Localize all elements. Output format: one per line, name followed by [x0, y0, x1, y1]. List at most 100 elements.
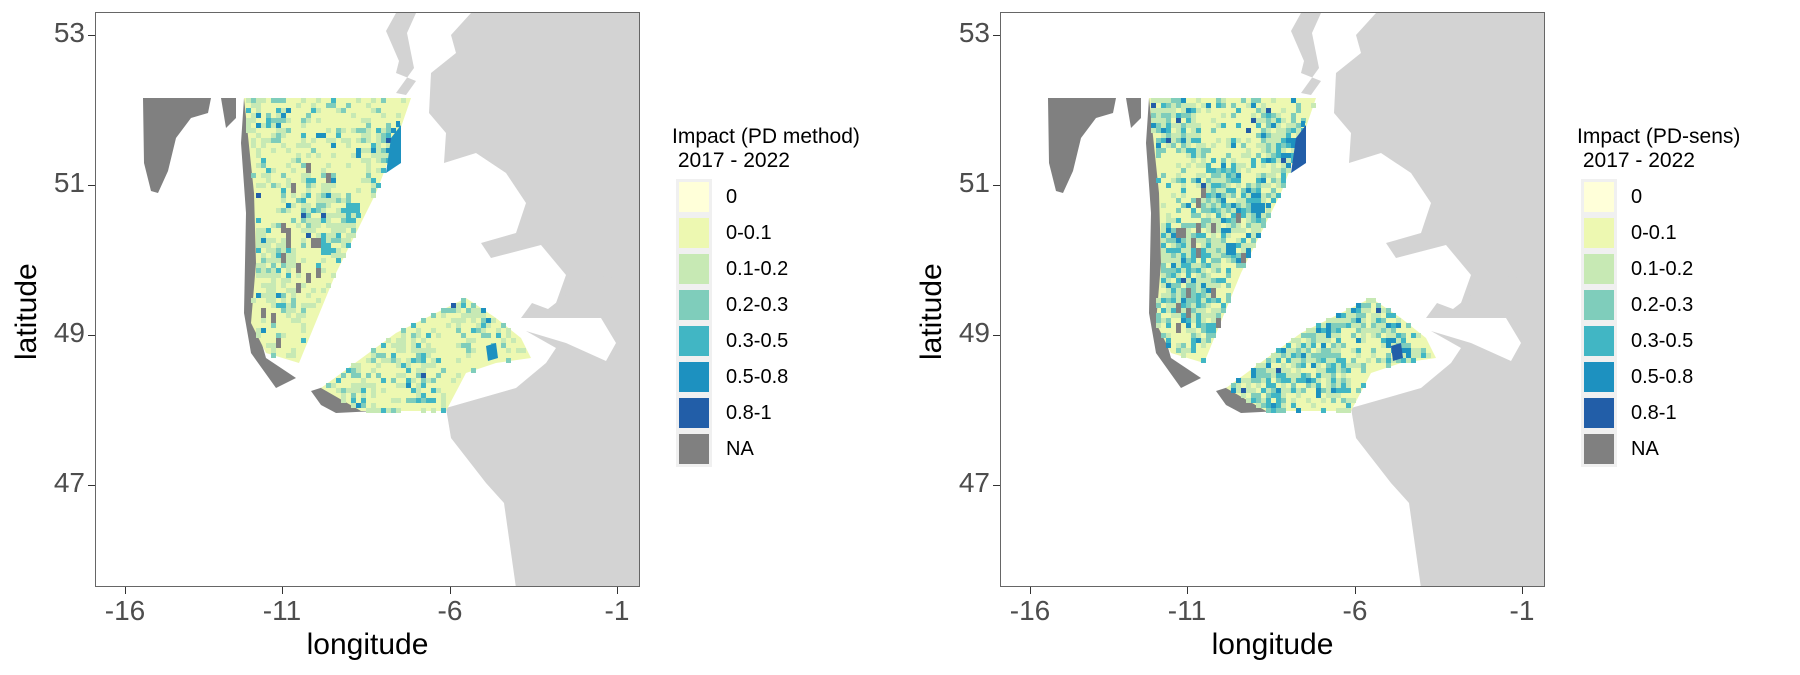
impact-cell	[1176, 278, 1181, 283]
impact-cell	[1271, 198, 1276, 203]
impact-cell	[1256, 373, 1261, 378]
impact-cell	[1211, 253, 1216, 258]
impact-cell	[1341, 388, 1346, 393]
impact-cell	[496, 333, 501, 338]
impact-cell	[1256, 133, 1261, 138]
impact-cell	[401, 363, 406, 368]
impact-cell	[1171, 143, 1176, 148]
impact-cell	[1206, 298, 1211, 303]
impact-cell	[311, 223, 316, 228]
impact-cell	[1201, 338, 1206, 343]
impact-cell	[1281, 163, 1286, 168]
impact-cell	[1191, 328, 1196, 333]
impact-cell	[1166, 133, 1171, 138]
impact-cell	[1266, 208, 1271, 213]
impact-cell	[1281, 183, 1286, 188]
impact-cell	[1171, 283, 1176, 288]
impact-cell	[276, 293, 281, 298]
impact-cell	[326, 383, 331, 388]
impact-cell	[1191, 303, 1196, 308]
impact-cell	[1221, 203, 1226, 208]
na-cell	[326, 173, 331, 183]
impact-cell	[1241, 393, 1246, 398]
impact-cell	[1381, 328, 1386, 333]
impact-cell	[376, 168, 381, 173]
impact-cell	[266, 168, 271, 173]
legend-label: 0.8-1	[726, 401, 772, 424]
impact-cell	[1281, 148, 1286, 153]
impact-cell	[1276, 153, 1281, 158]
impact-cell	[341, 243, 346, 248]
impact-cell	[1266, 193, 1271, 198]
impact-cell	[1376, 313, 1381, 318]
impact-cell	[261, 283, 266, 288]
impact-cell	[1386, 323, 1391, 328]
impact-cell	[411, 343, 416, 348]
impact-cell	[291, 298, 296, 303]
impact-cell	[1211, 233, 1216, 238]
legend-swatch	[1581, 431, 1617, 467]
impact-cell	[396, 383, 401, 388]
impact-cell	[1236, 258, 1241, 263]
impact-cell	[326, 128, 331, 133]
impact-cell	[1346, 318, 1351, 323]
impact-cell	[256, 328, 261, 333]
impact-cell	[1231, 138, 1236, 143]
impact-cell	[476, 313, 481, 318]
impact-cell	[1261, 148, 1266, 153]
legend-item: 0.1-0.2	[672, 251, 860, 287]
na-cell	[1236, 213, 1241, 223]
impact-cell	[1216, 123, 1221, 128]
impact-cell	[336, 198, 341, 203]
impact-cell	[1186, 118, 1191, 123]
impact-cell	[1161, 173, 1166, 178]
na-cell	[316, 268, 321, 278]
impact-cell	[1176, 288, 1181, 293]
impact-cell	[1211, 203, 1216, 208]
impact-cell	[456, 373, 461, 378]
impact-cell	[476, 323, 481, 328]
impact-cell	[1206, 188, 1211, 193]
impact-cell	[281, 308, 286, 313]
impact-cell	[1291, 98, 1296, 103]
impact-cell	[1166, 318, 1171, 323]
impact-cell	[1166, 288, 1171, 293]
impact-cell	[1366, 358, 1371, 363]
impact-cell	[371, 108, 376, 113]
impact-cell	[351, 153, 356, 158]
impact-cell	[276, 208, 281, 213]
impact-cell	[1336, 323, 1341, 328]
impact-cell	[291, 288, 296, 293]
legend-swatch	[676, 251, 712, 287]
impact-cell	[341, 373, 346, 378]
impact-cell	[371, 368, 376, 373]
impact-cell	[306, 183, 311, 188]
impact-cell	[256, 243, 261, 248]
impact-cell	[1176, 218, 1181, 223]
impact-cell	[1206, 283, 1211, 288]
impact-cell	[306, 213, 311, 218]
impact-cell	[1416, 348, 1421, 353]
impact-cell	[1271, 118, 1276, 123]
impact-cell	[1276, 408, 1281, 413]
impact-cell	[296, 223, 301, 228]
impact-cell	[286, 183, 291, 188]
impact-cell	[1231, 258, 1236, 263]
impact-cell	[461, 298, 466, 303]
impact-cell	[381, 353, 386, 358]
impact-cell	[1341, 378, 1346, 383]
impact-cell	[1171, 178, 1176, 183]
impact-cell	[371, 353, 376, 358]
impact-cell	[1341, 373, 1346, 378]
impact-cell	[1166, 248, 1171, 253]
impact-cell	[1206, 213, 1211, 218]
legend-item: 0	[672, 179, 860, 215]
impact-cell	[1336, 333, 1341, 338]
impact-cell	[1161, 133, 1166, 138]
impact-cell	[1181, 348, 1186, 353]
impact-cell	[1191, 343, 1196, 348]
impact-cell	[1251, 183, 1256, 188]
impact-cell	[286, 208, 291, 213]
legend-title: Impact (PD-sens) 2017 - 2022	[1577, 125, 1741, 172]
impact-cell	[1306, 358, 1311, 363]
